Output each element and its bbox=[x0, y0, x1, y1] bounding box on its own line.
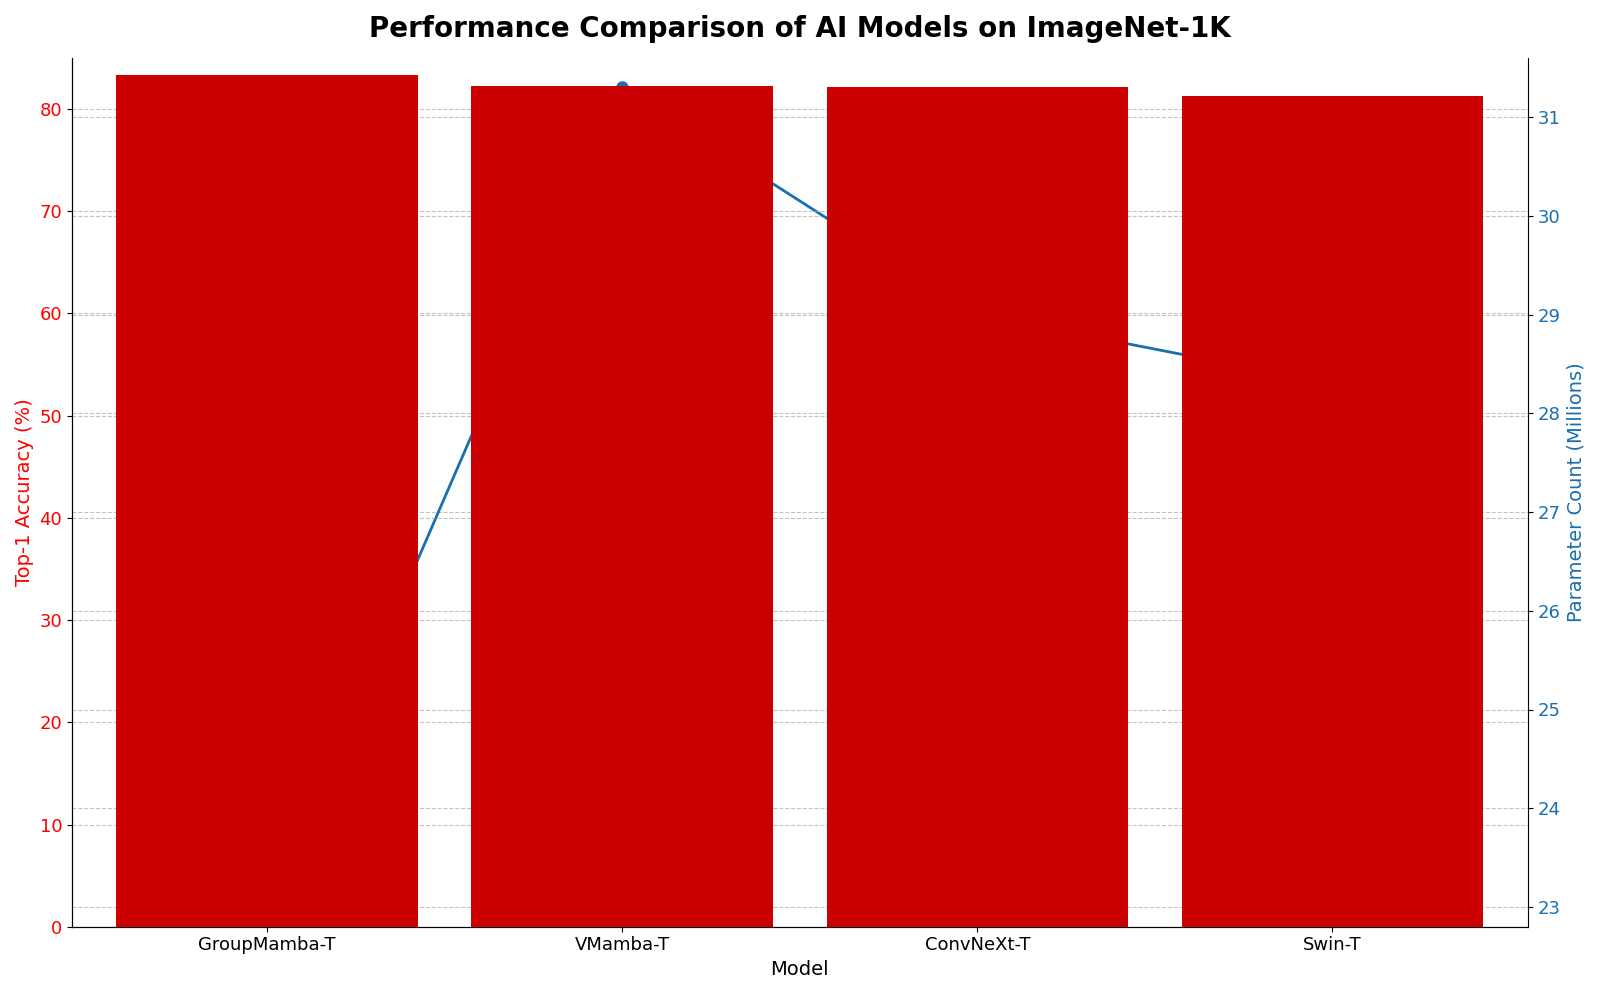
Title: Performance Comparison of AI Models on ImageNet-1K: Performance Comparison of AI Models on I… bbox=[370, 15, 1230, 43]
Bar bbox=[827, 87, 1128, 926]
X-axis label: Model: Model bbox=[771, 960, 829, 979]
Bar bbox=[472, 86, 773, 926]
Bar bbox=[1181, 95, 1483, 926]
Y-axis label: Parameter Count (Millions): Parameter Count (Millions) bbox=[1566, 363, 1586, 622]
Y-axis label: Top-1 Accuracy (%): Top-1 Accuracy (%) bbox=[14, 399, 34, 586]
Bar bbox=[117, 76, 418, 926]
